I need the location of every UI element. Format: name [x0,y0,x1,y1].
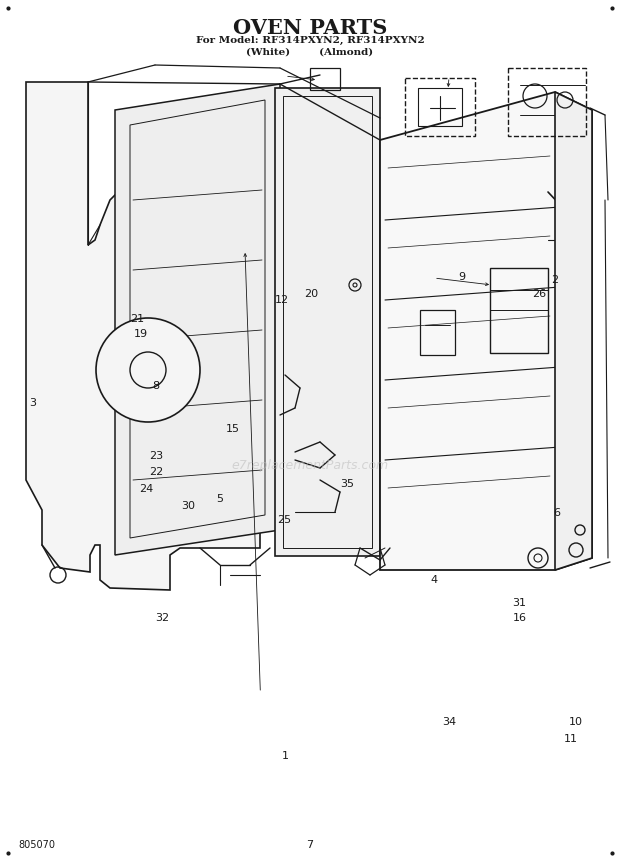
Polygon shape [26,82,280,590]
Text: 31: 31 [513,598,526,608]
Text: 34: 34 [442,716,456,727]
Bar [418,88,462,126]
Polygon shape [115,84,280,555]
Text: For Model: RF314PXYN2, RF314PXYN2: For Model: RF314PXYN2, RF314PXYN2 [196,36,424,45]
Text: 19: 19 [135,329,148,339]
Circle shape [96,318,200,422]
Text: 26: 26 [533,289,546,300]
Text: 8: 8 [153,381,160,391]
Text: 1: 1 [281,751,289,761]
Text: OVEN PARTS: OVEN PARTS [233,18,387,38]
Text: e7replacementParts.com: e7replacementParts.com [231,459,389,472]
Bar [283,96,372,548]
Text: 3: 3 [29,398,36,408]
Text: 9: 9 [458,272,466,282]
Bar [420,310,455,355]
Text: 20: 20 [304,289,318,300]
Text: 32: 32 [156,613,169,623]
Text: 23: 23 [149,451,163,461]
Text: 25: 25 [277,515,291,525]
Bar [508,68,586,136]
Text: (White)        (Almond): (White) (Almond) [246,48,374,57]
Text: 15: 15 [226,424,240,434]
Text: 5: 5 [216,494,224,505]
Polygon shape [380,92,592,570]
Text: 11: 11 [564,734,577,744]
Bar [310,68,340,90]
Text: 2: 2 [551,275,558,285]
Bar [275,88,380,556]
Text: 24: 24 [140,484,153,494]
Text: 35: 35 [340,479,354,489]
Text: 805070: 805070 [18,840,55,850]
Text: 6: 6 [553,508,560,518]
Bar [490,268,548,353]
Polygon shape [555,92,592,570]
Text: 22: 22 [149,467,163,477]
Text: 12: 12 [275,294,288,305]
Text: 30: 30 [182,501,195,511]
Circle shape [130,352,166,388]
Text: 16: 16 [513,613,526,623]
Text: 7: 7 [306,840,314,850]
Text: 21: 21 [131,313,144,324]
Text: 4: 4 [430,575,438,585]
Bar [405,78,475,136]
Text: 10: 10 [569,716,582,727]
